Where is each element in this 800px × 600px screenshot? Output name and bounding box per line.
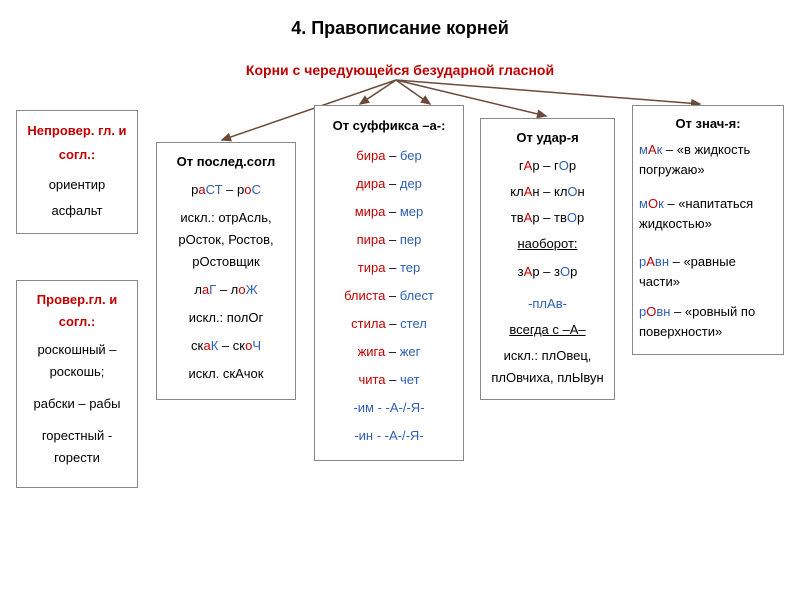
c2-extra: -ин - -А-/-Я-	[321, 424, 457, 448]
c2-extra: -им - -А-/-Я-	[321, 396, 457, 420]
c4-row: рАвн – «равные части»	[639, 252, 777, 292]
c4-row: рОвн – «ровный по поверхности»	[639, 302, 777, 342]
c1-line: лаГ – лоЖ	[163, 279, 289, 301]
arrow	[360, 80, 396, 104]
box-unverifiable-header: Непровер. гл. и согл.:	[23, 119, 131, 167]
c3-line: клАн – клОн	[487, 181, 608, 203]
c2-pair: бира – бер	[321, 144, 457, 168]
box-unverifiable: Непровер. гл. и согл.: ориентирасфальт	[16, 110, 138, 234]
title-text: 4. Правописание корней	[291, 18, 509, 38]
arrow	[396, 80, 430, 104]
c2-pair: дира – дер	[321, 172, 457, 196]
box-by-suffix-a: От суффикса –а-: бира – бер дира – дер мир…	[314, 105, 464, 461]
subtitle: Корни с чередующейся безударной гласной	[0, 62, 800, 78]
c3-sub-naoborot: наоборот:	[487, 233, 608, 255]
c2-header: От суффикса –а-:	[321, 114, 457, 138]
c2-pair: чита – чет	[321, 368, 457, 392]
c4-row: мОк – «напитаться жидкостью»	[639, 194, 777, 234]
c3-sub-always-a: всегда с –А–	[487, 319, 608, 341]
box-by-meaning: От знач-я: мАк – «в жидкость погружаю» мО…	[632, 105, 784, 355]
c1-line: искл.: полОг	[163, 307, 289, 329]
c2-pair: тира – тер	[321, 256, 457, 280]
box-verifiable: Провер.гл. и согл.: роскошный – роскошь;…	[16, 280, 138, 488]
c1-line: искл.: отрАсль, рОсток, Ростов, рОстовщи…	[163, 207, 289, 273]
c2-pair: блиста – блест	[321, 284, 457, 308]
box-verifiable-header: Провер.гл. и согл.:	[23, 289, 131, 333]
c1-line: раСТ – роС	[163, 179, 289, 201]
c3-header: От удар-я	[487, 127, 608, 149]
c1-line: скаК – скоЧ	[163, 335, 289, 357]
left2-item: рабски – рабы	[23, 393, 131, 415]
c3-sub-plav: -плАв-	[487, 293, 608, 315]
c3-line: гАр – гОр	[487, 155, 608, 177]
left1-item: асфальт	[23, 199, 131, 223]
c2-pair: стила – стел	[321, 312, 457, 336]
subtitle-text: Корни с чередующейся безударной гласной	[246, 62, 554, 78]
c4-row: мАк – «в жидкость погружаю»	[639, 140, 777, 180]
left1-item: ориентир	[23, 173, 131, 197]
box-by-final-consonant: От послед.согл раСТ – роС искл.: отрАсль,…	[156, 142, 296, 400]
left2-item: горестный - горести	[23, 425, 131, 469]
c1-line: искл. скАчок	[163, 363, 289, 385]
c2-pair: мира – мер	[321, 200, 457, 224]
c1-header: От послед.согл	[163, 151, 289, 173]
left2-item: роскошный – роскошь;	[23, 339, 131, 383]
c2-pair: жига – жег	[321, 340, 457, 364]
arrow	[396, 80, 700, 104]
c3-line: зАр – зОр	[487, 261, 608, 283]
c2-pair: пира – пер	[321, 228, 457, 252]
c3-exception: искл.: плОвец, плОвчиха, плЫвун	[487, 345, 608, 389]
box-by-stress: От удар-я гАр – гОр клАн – клОн твАр – твО…	[480, 118, 615, 400]
c4-header: От знач-я:	[639, 114, 777, 134]
c3-line: твАр – твОр	[487, 207, 608, 229]
page-title: 4. Правописание корней	[0, 18, 800, 39]
